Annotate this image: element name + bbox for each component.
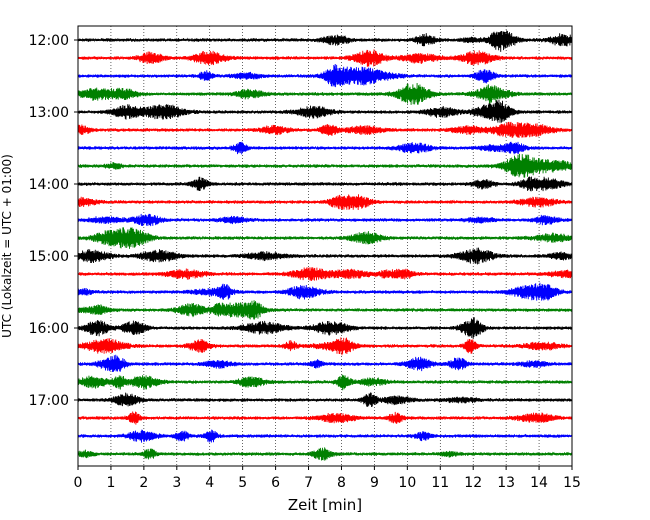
x-tick-label: 10 [398, 475, 416, 491]
trace-1515 [77, 267, 573, 281]
trace-1545 [77, 300, 573, 320]
trace-1400 [77, 176, 573, 192]
x-tick-label: 11 [431, 475, 449, 491]
x-axis-ticks: 0 1 2 3 4 5 6 7 8 9 10 11 12 13 14 15 [74, 466, 581, 491]
x-tick-label: 8 [337, 475, 346, 491]
trace-1645 [77, 374, 573, 391]
trace-1500 [77, 247, 573, 265]
x-tick-label: 3 [172, 475, 181, 491]
trace-1245 [77, 82, 573, 105]
y-tick-label: 14:00 [29, 177, 69, 193]
trace-1215 [77, 49, 573, 67]
x-tick-label: 5 [238, 475, 247, 491]
x-tick-label: 15 [563, 475, 581, 491]
trace-1345 [77, 153, 573, 178]
trace-1230 [77, 63, 573, 88]
y-tick-label: 17:00 [29, 393, 69, 409]
x-axis-label: Zeit [min] [288, 496, 362, 514]
trace-1315 [77, 121, 573, 138]
trace-1330 [77, 141, 573, 155]
x-tick-label: 6 [271, 475, 280, 491]
trace-1600 [77, 317, 573, 339]
trace-1615 [77, 337, 573, 356]
trace-1730 [77, 429, 573, 443]
trace-1200 [77, 30, 573, 52]
trace-1700 [77, 392, 573, 408]
trace-group [77, 30, 573, 461]
trace-1745 [77, 447, 573, 461]
vertical-gridlines [110, 26, 540, 466]
trace-1445 [77, 227, 573, 249]
trace-1300 [77, 99, 573, 123]
x-tick-label: 1 [106, 475, 115, 491]
y-tick-label: 12:00 [29, 33, 69, 49]
trace-1715 [77, 411, 573, 425]
x-tick-label: 9 [370, 475, 379, 491]
y-tick-label: 15:00 [29, 249, 69, 265]
trace-1430 [77, 213, 573, 227]
x-tick-label: 4 [205, 475, 214, 491]
trace-1415 [77, 194, 573, 211]
x-tick-label: 13 [497, 475, 515, 491]
plot-frame [77, 25, 573, 467]
y-tick-label: 16:00 [29, 321, 69, 337]
y-axis-label: UTC (Lokalzeit = UTC + 01:00) [0, 154, 14, 338]
x-tick-label: 12 [464, 475, 482, 491]
x-tick-label: 14 [530, 475, 548, 491]
y-axis-ticks: 12:00 13:00 14:00 15:00 16:00 17:00 [29, 33, 78, 409]
y-tick-label: 13:00 [29, 105, 69, 121]
x-tick-label: 0 [74, 475, 83, 491]
x-tick-label: 7 [304, 475, 313, 491]
trace-1630 [77, 354, 573, 372]
x-tick-label: 2 [139, 475, 148, 491]
trace-1530 [77, 282, 573, 301]
